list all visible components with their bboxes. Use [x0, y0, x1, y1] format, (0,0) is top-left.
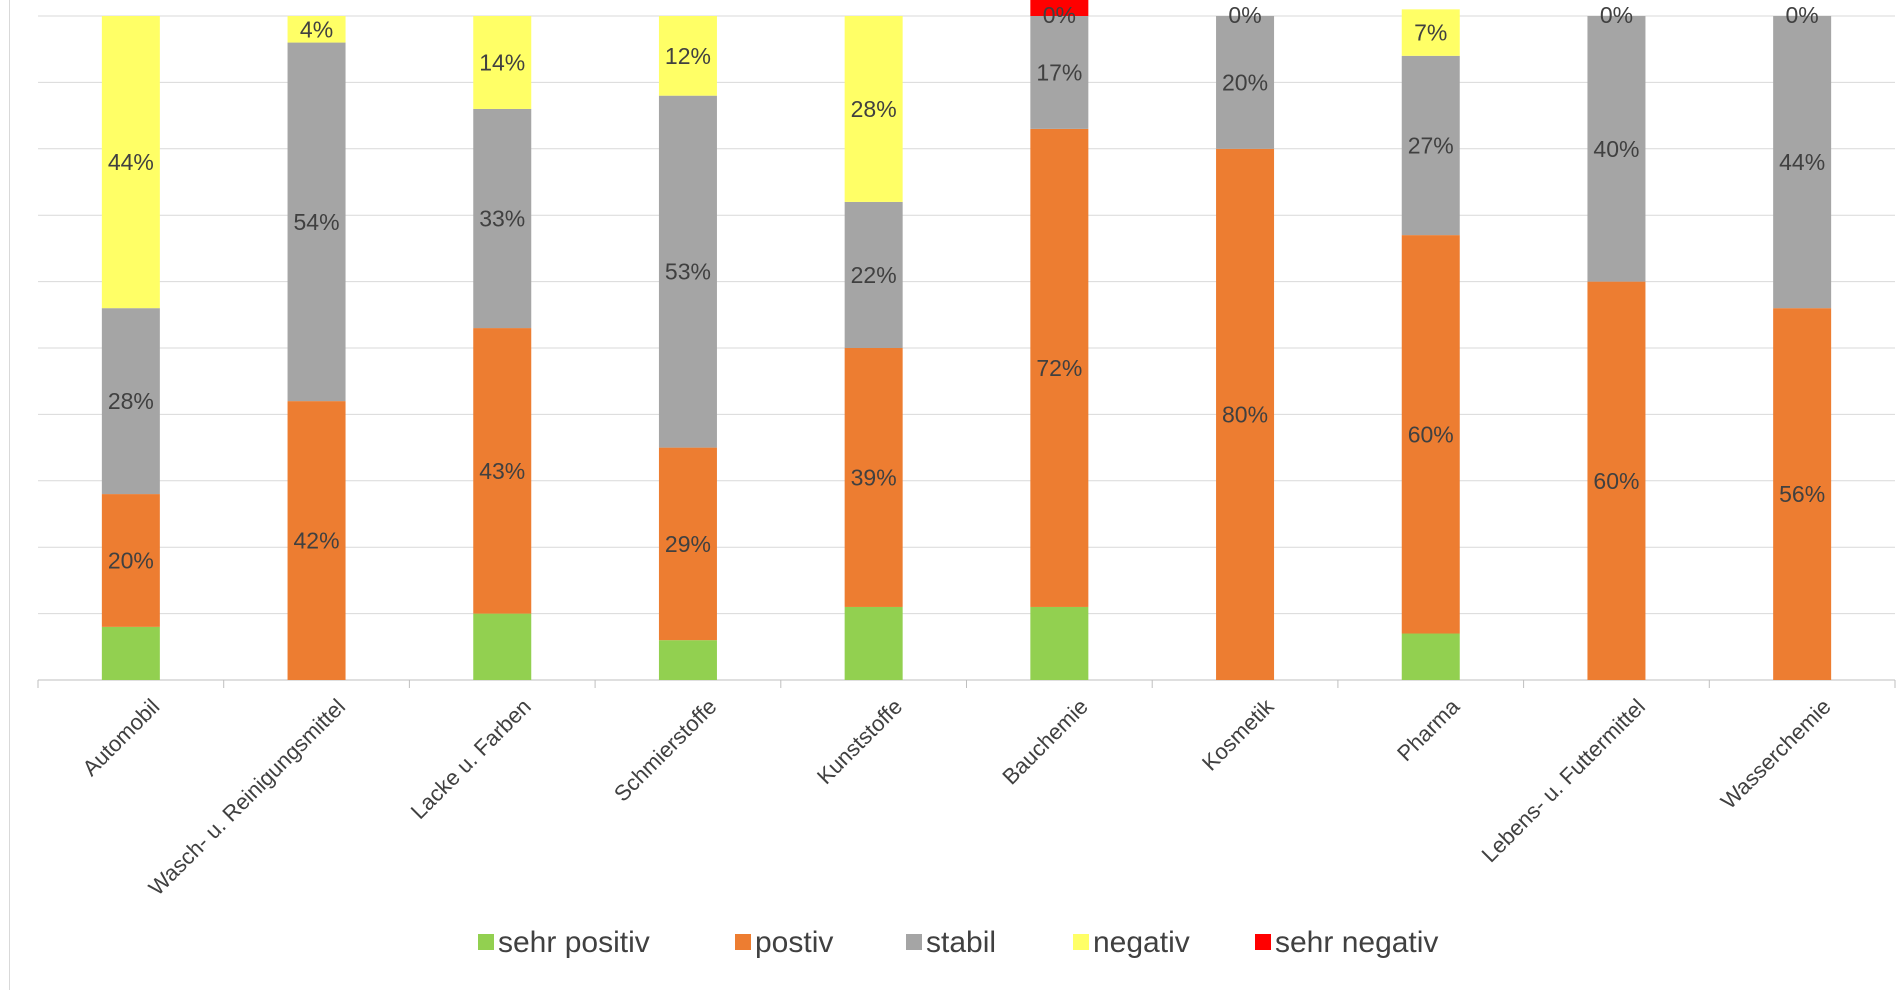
data-label: 40%: [1593, 136, 1639, 162]
bar-segment: [101, 16, 160, 309]
bar-segment: [1401, 55, 1460, 236]
data-label: 12%: [665, 43, 711, 69]
data-label: 0%: [1228, 2, 1261, 28]
bar-segment: [473, 613, 532, 680]
data-label: 28%: [108, 388, 154, 414]
data-label: 28%: [851, 96, 897, 122]
data-label: 54%: [294, 209, 340, 235]
bar-segment: [1401, 633, 1460, 680]
data-label: 44%: [108, 149, 154, 175]
data-label: 29%: [665, 531, 711, 557]
bar-segment: [844, 16, 903, 202]
data-label: 43%: [479, 458, 525, 484]
category-label: Bauchemie: [997, 694, 1093, 790]
legend-swatch: [1255, 934, 1271, 950]
legend-label: postiv: [755, 926, 833, 959]
data-label: 20%: [108, 547, 154, 573]
bar-segment: [473, 16, 532, 109]
bar-segment: [101, 626, 160, 680]
data-label: 7%: [1414, 20, 1447, 46]
bar-segment: [658, 95, 717, 448]
data-label: 80%: [1222, 401, 1268, 427]
bar-segment: [1030, 16, 1089, 129]
category-label: Wasserchemie: [1716, 694, 1836, 814]
data-label: 33%: [479, 206, 525, 232]
category-label: Schmierstoffe: [609, 694, 722, 807]
data-label: 17%: [1036, 59, 1082, 85]
data-label: 60%: [1593, 468, 1639, 494]
bar-segment: [287, 16, 346, 43]
bar-segment: [1587, 16, 1646, 282]
legend: sehr positiv postiv stabil negativ sehr nega…: [478, 926, 1438, 959]
bar-segment: [1030, 128, 1089, 607]
data-label: 0%: [1786, 2, 1819, 28]
data-label: 27%: [1408, 132, 1454, 158]
bar-segment: [844, 348, 903, 607]
data-label: 20%: [1222, 69, 1268, 95]
data-labels: 20% 28% 44% 42% 54% 4% 43% 33% 14% 29% 53% 12% 39% 22…: [108, 2, 1825, 573]
bar-segment: [1587, 281, 1646, 680]
bar-segment: [287, 401, 346, 680]
data-label: 53%: [665, 259, 711, 285]
legend-swatch: [478, 934, 494, 950]
bars: [101, 0, 1832, 681]
category-label: Pharma: [1392, 693, 1465, 766]
legend-label: stabil: [926, 926, 996, 959]
bar-segment: [844, 201, 903, 348]
bar-segment: [844, 606, 903, 680]
gridlines: [38, 15, 1895, 681]
legend-swatch: [906, 934, 922, 950]
bar-segment: [1401, 235, 1460, 634]
bar-segment: [101, 308, 160, 495]
category-label: Lacke u. Farben: [406, 694, 536, 824]
bar-segment: [287, 42, 346, 402]
legend-label: negativ: [1093, 926, 1190, 959]
data-label: 14%: [479, 49, 525, 75]
category-label: Lebens- u. Futtermittel: [1477, 694, 1650, 867]
category-label: Kunststoffe: [812, 694, 907, 789]
data-label: 72%: [1036, 355, 1082, 381]
legend-label: sehr positiv: [498, 926, 650, 959]
data-label: 56%: [1779, 481, 1825, 507]
legend-swatch: [735, 934, 751, 950]
data-label: 0%: [1600, 2, 1633, 28]
legend-swatch: [1073, 934, 1089, 950]
bar-segment: [1401, 9, 1460, 56]
data-label: 44%: [1779, 149, 1825, 175]
bar-segment: [658, 447, 717, 641]
bar-segment: [1030, 0, 1089, 16]
bar-segment: [1216, 16, 1275, 149]
data-label: 0%: [1043, 2, 1076, 28]
category-label: Kosmetik: [1197, 693, 1279, 775]
category-label: Wasch- u. Reinigungsmittel: [144, 694, 350, 900]
bar-segment: [473, 328, 532, 614]
bar-segment: [1030, 606, 1089, 680]
data-label: 39%: [851, 464, 897, 490]
bar-segment: [101, 494, 160, 627]
bar-segment: [1773, 16, 1832, 309]
bar-segment: [1216, 148, 1275, 681]
bar-segment: [1773, 308, 1832, 680]
data-label: 22%: [851, 262, 897, 288]
bar-segment: [658, 640, 717, 680]
bar-segment: [658, 16, 717, 96]
data-label: 4%: [300, 16, 333, 42]
bar-segment: [473, 108, 532, 329]
data-label: 42%: [294, 528, 340, 554]
category-label: Automobil: [78, 694, 165, 781]
data-label: 60%: [1408, 421, 1454, 447]
legend-label: sehr negativ: [1275, 926, 1438, 959]
